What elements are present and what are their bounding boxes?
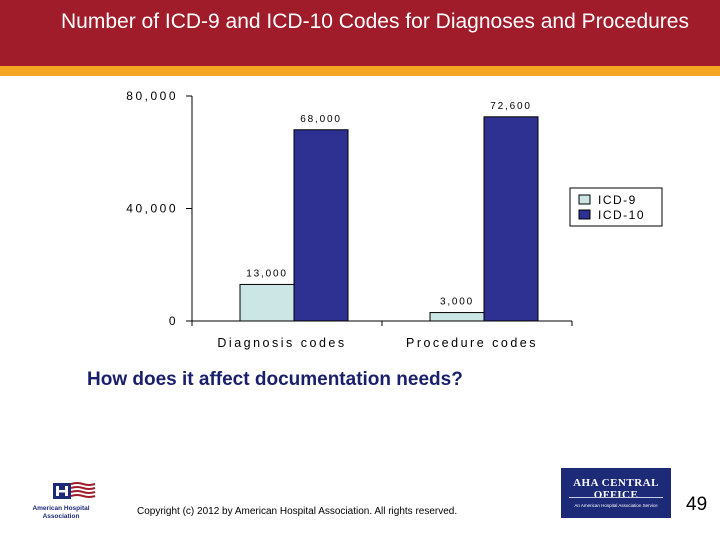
slide-title: Number of ICD-9 and ICD-10 Codes for Dia… [61, 10, 689, 33]
bar [239, 283, 295, 322]
svg-text:Association: Association [43, 513, 80, 520]
accent-bar [0, 66, 720, 76]
bar [483, 116, 539, 322]
aha-central-office-logo: AHA CENTRAL OFFICE An American Hospital … [561, 468, 671, 518]
bar [429, 312, 485, 322]
legend-swatch [578, 209, 591, 220]
central-office-logo-tagline: An American Hospital Association Service [574, 503, 658, 508]
legend-swatch [578, 194, 591, 205]
legend-label: ICD-9 [598, 193, 637, 207]
y-tick-label: 40,000 [126, 202, 178, 216]
slide-subtitle: How does it affect documentation needs? [87, 369, 463, 390]
h-flag-logo-icon [53, 482, 96, 499]
data-label: 72,600 [490, 101, 531, 112]
title-banner: Number of ICD-9 and ICD-10 Codes for Dia… [0, 0, 720, 66]
bar-chart: 0 40,000 80,000 Diagnosis codes 13,000 68,000… [126, 89, 663, 350]
x-tick-label: Diagnosis codes [217, 336, 346, 350]
bar [293, 129, 349, 322]
legend-label: ICD-10 [598, 208, 645, 222]
copyright-notice: Copyright (c) 2012 by American Hospital … [137, 506, 458, 517]
legend-box [569, 187, 663, 227]
central-office-logo-title: AHA CENTRAL OFFICE [573, 477, 659, 501]
y-tick-label: 80,000 [126, 89, 178, 103]
x-tick-label: Procedure codes [406, 336, 538, 350]
data-label: 3,000 [440, 297, 474, 308]
page-number: 49 [686, 494, 708, 515]
central-office-logo-rule [569, 497, 663, 498]
svg-text:American Hospital: American Hospital [32, 505, 89, 512]
data-label: 13,000 [246, 268, 287, 279]
data-label: 68,000 [300, 114, 341, 125]
aha-logo: American Hospital Association [32, 482, 96, 520]
y-tick-label: 0 [169, 314, 178, 328]
